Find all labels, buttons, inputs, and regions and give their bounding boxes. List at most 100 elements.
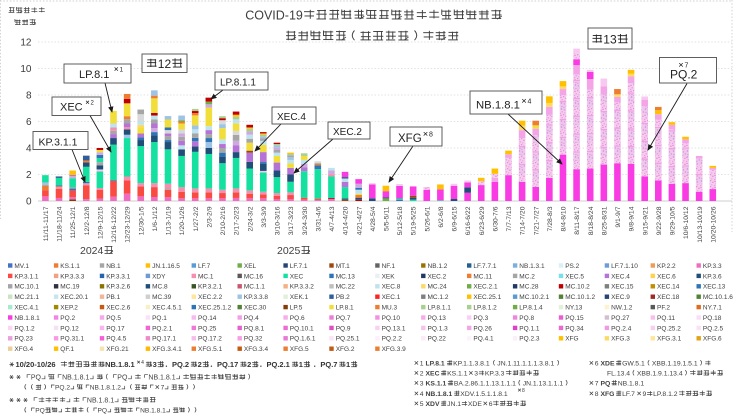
svg-text:MC.8: MC.8 (152, 284, 168, 291)
svg-text:XFG: XFG (398, 133, 422, 145)
svg-text:KP.3.3.3: KP.3.3.3 (60, 273, 84, 280)
svg-text:2: 2 (247, 360, 251, 369)
svg-text:PQ.17: PQ.17 (106, 325, 125, 332)
svg-text:PQ.32: PQ.32 (244, 336, 263, 343)
svg-text:8: 8 (429, 132, 433, 139)
svg-text:NB.1.8.1: NB.1.8.1 (148, 375, 175, 382)
svg-text:NB.1.8.1.2: NB.1.8.1.2 (90, 385, 121, 392)
svg-text:PB.2: PB.2 (336, 294, 350, 301)
svg-text:KP.3.1.1: KP.3.1.1 (14, 273, 38, 280)
svg-text:PQ.2.1: PQ.2.1 (152, 325, 173, 332)
svg-text:XFG.3.9: XFG.3.9 (382, 346, 407, 353)
svg-text:3/31-4/6: 3/31-4/6 (315, 206, 322, 231)
svg-text:MC.10.1.6: MC.10.1.6 (703, 294, 733, 301)
svg-text:7/7-7/13: 7/7-7/13 (506, 206, 513, 231)
svg-text:XDE: XDE (468, 401, 482, 408)
svg-text:PQ.2: PQ.2 (55, 385, 70, 392)
svg-text:NY.7.1: NY.7.1 (703, 305, 722, 312)
svg-text:XEC.2: XEC.2 (333, 127, 362, 138)
svg-text:XFG.2: XFG.2 (336, 346, 355, 353)
svg-text:MC.39: MC.39 (152, 294, 172, 301)
svg-text:PQ.1.3: PQ.1.3 (428, 325, 449, 332)
svg-text:NF.1: NF.1 (382, 263, 396, 270)
svg-text:PQ.17.2: PQ.17.2 (198, 336, 222, 343)
svg-text:XEC.13: XEC.13 (703, 284, 726, 291)
svg-text:XEC.15: XEC.15 (611, 284, 634, 291)
svg-text:PQ.25: PQ.25 (198, 325, 217, 332)
svg-text:XEC.5: XEC.5 (565, 273, 584, 280)
svg-text:PQ.2.5: PQ.2.5 (703, 325, 724, 332)
svg-text:LF.7: LF.7 (622, 391, 635, 398)
svg-text:PQ.2: PQ.2 (670, 68, 698, 82)
svg-text:4: 4 (420, 391, 424, 398)
svg-text:MC.16: MC.16 (244, 273, 264, 280)
svg-text:PQ.4.5: PQ.4.5 (106, 336, 127, 343)
svg-text:JN.1.16.5: JN.1.16.5 (152, 263, 180, 270)
svg-text:PQ.26: PQ.26 (473, 325, 492, 332)
svg-text:XEC.2.6: XEC.2.6 (106, 305, 131, 312)
svg-text:PB.1: PB.1 (106, 294, 120, 301)
svg-text:4/28-5/4: 4/28-5/4 (370, 206, 377, 231)
svg-text:XFG.5.1: XFG.5.1 (198, 346, 223, 353)
svg-text:9/15-9/21: 9/15-9/21 (642, 206, 649, 235)
svg-text:5/12-5/18: 5/12-5/18 (397, 206, 404, 235)
svg-text:XEC.20.1: XEC.20.1 (60, 294, 88, 301)
svg-text:2024: 2024 (80, 245, 104, 257)
svg-text:PQ.3: PQ.3 (473, 315, 488, 322)
svg-text:KP.3.6: KP.3.6 (703, 273, 722, 280)
svg-text:7/21-7/27: 7/21-7/27 (533, 206, 540, 235)
svg-text:XDV.1.5.1.1.8.1: XDV.1.5.1.1.8.1 (460, 391, 508, 398)
svg-text:0: 0 (26, 197, 32, 208)
svg-text:PQ.7: PQ.7 (320, 360, 337, 369)
svg-text:MC.1.1: MC.1.1 (244, 284, 265, 291)
svg-text:PQ.25.2: PQ.25.2 (657, 325, 681, 332)
svg-text:XEK.1: XEK.1 (290, 294, 309, 301)
svg-text:KS.1.1: KS.1.1 (60, 263, 80, 270)
svg-text:LP.5: LP.5 (290, 305, 303, 312)
svg-text:XEC.4: XEC.4 (611, 273, 630, 280)
svg-text:8/4-8/10: 8/4-8/10 (561, 206, 568, 231)
svg-text:XEC: XEC (60, 102, 83, 114)
svg-text:9/29-10/5: 9/29-10/5 (670, 206, 677, 235)
svg-text:PQ.13.1: PQ.13.1 (382, 325, 406, 332)
svg-text:XFG.3.4: XFG.3.4 (244, 346, 269, 353)
svg-text:MU.3: MU.3 (382, 305, 398, 312)
svg-text:KP.3.3: KP.3.3 (703, 263, 722, 270)
svg-text:MC.10.1.2: MC.10.1.2 (565, 294, 595, 301)
svg-text:MC.13: MC.13 (336, 273, 356, 280)
svg-text:PQ.22: PQ.22 (428, 336, 447, 343)
svg-text:MC.28: MC.28 (519, 284, 539, 291)
svg-text:GW.5.1: GW.5.1 (622, 361, 645, 368)
svg-text:PQ.10: PQ.10 (382, 315, 401, 322)
svg-text:8: 8 (522, 388, 525, 394)
svg-text:7: 7 (161, 385, 165, 392)
svg-text:2: 2 (26, 170, 32, 181)
svg-text:PQ.4.1: PQ.4.1 (473, 336, 494, 343)
svg-text:MC.24: MC.24 (428, 284, 448, 291)
svg-text:4: 4 (141, 360, 144, 366)
svg-text:XEC: XEC (426, 371, 440, 378)
svg-text:PQ.13: PQ.13 (428, 315, 447, 322)
svg-text:9/22-9/28: 9/22-9/28 (656, 206, 663, 235)
svg-text:NB.1.8.1: NB.1.8.1 (618, 381, 645, 388)
svg-text:12/23-12/29: 12/23-12/29 (125, 206, 132, 243)
svg-text:NB.1.8.1: NB.1.8.1 (62, 375, 89, 382)
svg-text:KP.1.1.3.8.1: KP.1.1.3.8.1 (453, 361, 490, 368)
svg-text:PQ.2.3: PQ.2.3 (519, 336, 540, 343)
svg-text:XEC.1: XEC.1 (382, 294, 401, 301)
svg-text:LP.8.1: LP.8.1 (426, 361, 445, 368)
svg-text:XBB.1.9.1.13.4: XBB.1.9.1.13.4 (637, 371, 683, 378)
svg-text:PQ: PQ (31, 375, 42, 382)
svg-text:MC.22: MC.22 (336, 284, 356, 291)
svg-text:KP.3.3.2: KP.3.3.2 (290, 284, 314, 291)
svg-text:12/2-12/8: 12/2-12/8 (84, 206, 91, 235)
svg-text:PQ.6: PQ.6 (290, 315, 305, 322)
svg-text:2: 2 (420, 371, 424, 378)
svg-text:PQ.1.1: PQ.1.1 (519, 325, 540, 332)
svg-text:10/20-10/26: 10/20-10/26 (710, 206, 717, 243)
svg-text:NB.1.2: NB.1.2 (428, 263, 448, 270)
svg-text:MC.10.2: MC.10.2 (565, 284, 590, 291)
svg-text:PQ.8.1: PQ.8.1 (244, 325, 265, 332)
svg-text:4/14-4/20: 4/14-4/20 (343, 206, 350, 235)
svg-text:KP.3.2.1: KP.3.2.1 (198, 284, 222, 291)
